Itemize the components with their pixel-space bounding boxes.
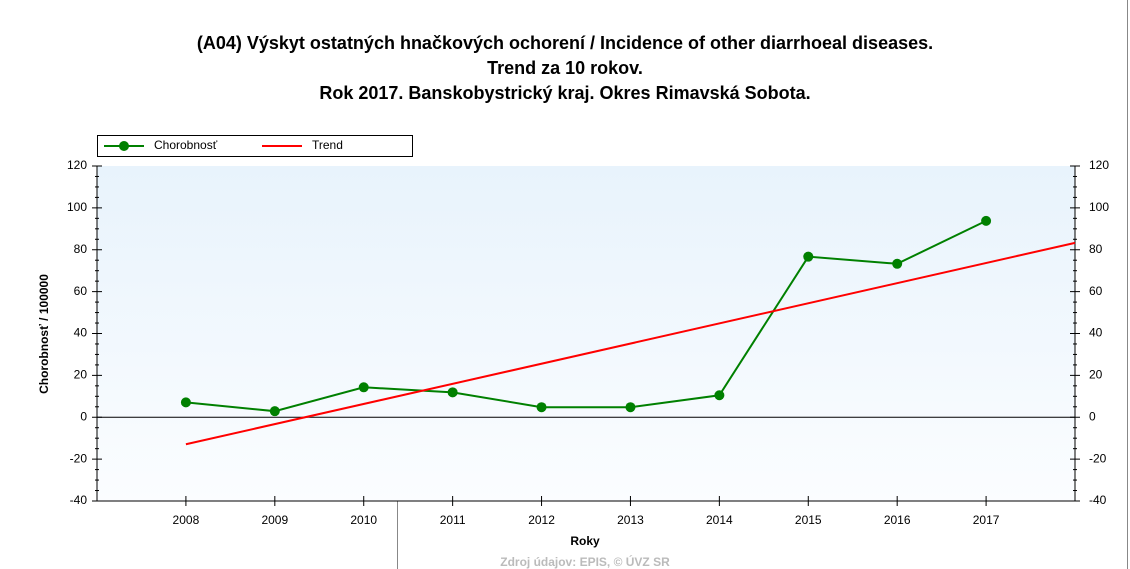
- marker: [447, 387, 458, 398]
- marker: [981, 215, 992, 226]
- x-tick-label: 2010: [350, 513, 377, 527]
- chart-title: Rok 2017. Banskobystrický kraj. Okres Ri…: [319, 83, 810, 103]
- line-1: [185, 241, 1076, 446]
- chart-title: (A04) Výskyt ostatných hnačkových ochore…: [197, 33, 933, 53]
- y2-tick-label: 0: [1089, 409, 1096, 423]
- legend-label: Chorobnosť: [154, 138, 218, 152]
- y-tick-label: 40: [74, 326, 88, 340]
- y-tick-label: 80: [74, 242, 88, 256]
- y-tick-label: 120: [67, 158, 87, 172]
- marker: [714, 390, 725, 401]
- legend: [97, 135, 413, 157]
- x-tick-label: 2015: [795, 513, 822, 527]
- x-tick-label: 2014: [706, 513, 733, 527]
- y-tick-label: -20: [70, 451, 88, 465]
- marker: [892, 258, 903, 269]
- y2-tick-label: 100: [1089, 200, 1109, 214]
- y2-tick-label: 20: [1089, 368, 1103, 382]
- x-tick-label: 2011: [440, 513, 466, 527]
- y-axis-label: Chorobnosť / 100000: [37, 274, 51, 394]
- x-tick-label: 2017: [973, 513, 1000, 527]
- y-tick-label: 100: [67, 200, 87, 214]
- x-tick-label: 2008: [173, 513, 200, 527]
- y-tick-label: 60: [74, 284, 88, 298]
- y2-tick-label: 40: [1089, 326, 1103, 340]
- line-0: [185, 219, 987, 413]
- marker: [536, 402, 547, 413]
- legend-label: Trend: [312, 138, 343, 152]
- source-note: Zdroj údajov: EPIS, © ÚVZ SR: [500, 554, 670, 569]
- x-tick-label: 2012: [528, 513, 555, 527]
- x-tick-label: 2009: [261, 513, 288, 527]
- y-tick-label: 0: [80, 409, 87, 423]
- x-axis-label: Roky: [570, 534, 600, 548]
- y2-tick-label: 120: [1089, 158, 1109, 172]
- legend-marker: [119, 141, 129, 151]
- x-tick-label: 2016: [884, 513, 911, 527]
- marker: [625, 402, 636, 413]
- y-tick-label: -40: [70, 493, 88, 507]
- y2-tick-label: -40: [1089, 493, 1107, 507]
- marker: [803, 251, 814, 262]
- y2-tick-label: -20: [1089, 451, 1107, 465]
- chart-title: Trend za 10 rokov.: [487, 58, 643, 78]
- y2-tick-label: 60: [1089, 284, 1103, 298]
- x-tick-label: 2013: [617, 513, 644, 527]
- marker: [180, 397, 191, 408]
- plot-area: [97, 166, 1075, 501]
- marker: [269, 406, 280, 417]
- marker: [358, 382, 369, 393]
- y2-tick-label: 80: [1089, 242, 1103, 256]
- y-tick-label: 20: [74, 368, 88, 382]
